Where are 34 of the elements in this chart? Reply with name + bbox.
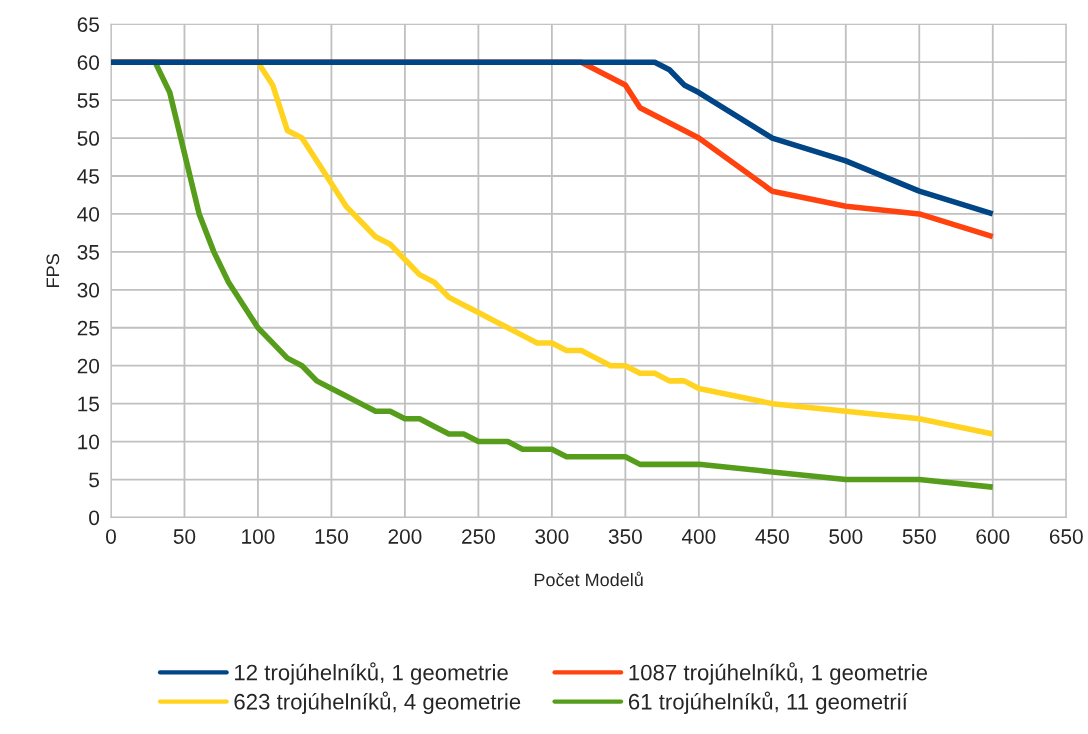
- x-tick-label: 500: [829, 529, 863, 544]
- x-tick-label: 350: [608, 529, 642, 544]
- x-tick-label: 50: [173, 529, 196, 544]
- y-tick-label: 35: [77, 244, 99, 260]
- y-tick-label: 50: [77, 131, 100, 146]
- y-tick-label: 65: [77, 17, 99, 32]
- x-tick-label: 650: [1049, 529, 1083, 544]
- legend-label: 1087 trojúhelníků, 1 geometrie: [629, 662, 928, 685]
- y-tick-label: 15: [78, 396, 99, 412]
- x-tick-label: 100: [242, 529, 275, 544]
- x-tick-label: 450: [755, 529, 789, 544]
- x-tick-label: 200: [388, 529, 422, 544]
- y-axis-title: FPS: [46, 254, 60, 287]
- x-tick-label: 550: [902, 529, 936, 544]
- x-axis-title: Počet Modelů: [534, 571, 643, 587]
- y-tick-label: 55: [77, 93, 99, 108]
- x-tick-label: 250: [462, 529, 495, 544]
- y-tick-label: 45: [77, 169, 99, 184]
- x-tick-label: 400: [681, 529, 716, 544]
- y-tick-label: 40: [77, 206, 100, 222]
- x-tick-label: 300: [535, 529, 569, 544]
- y-tick-label: 25: [77, 320, 99, 336]
- legend-label: 623 trojúhelníků, 4 geometrie: [234, 691, 521, 714]
- y-tick-label: 5: [89, 472, 99, 488]
- x-tick-label: 600: [976, 529, 1010, 544]
- y-tick-label: 10: [78, 434, 100, 450]
- legend-label: 12 trojúhelníků, 1 geometrie: [235, 662, 508, 685]
- y-tick-label: 0: [89, 510, 100, 526]
- x-tick-label: 150: [315, 529, 348, 544]
- legend-label: 61 trojúhelníků, 11 geometrií: [628, 691, 908, 714]
- y-tick-label: 30: [77, 282, 100, 298]
- y-tick-label: 20: [77, 358, 100, 374]
- y-tick-label: 60: [77, 55, 100, 70]
- x-tick-label: 0: [106, 529, 116, 544]
